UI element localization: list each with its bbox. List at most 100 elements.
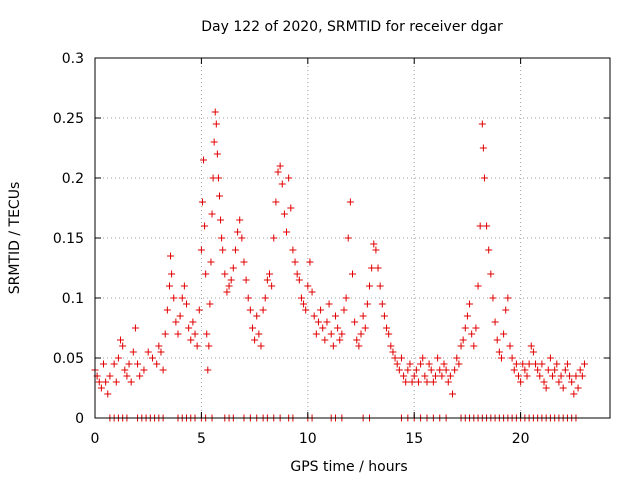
data-point bbox=[95, 378, 103, 386]
data-point bbox=[297, 294, 305, 302]
x-tick-label: 15 bbox=[405, 431, 423, 447]
data-point bbox=[574, 384, 582, 392]
data-point bbox=[268, 282, 276, 290]
data-point bbox=[476, 222, 484, 230]
data-point bbox=[580, 360, 588, 368]
data-point bbox=[442, 366, 450, 374]
data-point bbox=[489, 294, 497, 302]
data-point bbox=[555, 378, 563, 386]
data-point bbox=[168, 270, 176, 278]
data-point bbox=[327, 330, 335, 338]
data-point bbox=[340, 306, 348, 314]
ticks-layer: 0 0.05 0.1 0.15 0.2 0.25 0.3 0 5 10 15 20 bbox=[53, 51, 610, 447]
data-point bbox=[331, 312, 339, 320]
data-point bbox=[200, 156, 208, 164]
data-point bbox=[202, 270, 210, 278]
data-point bbox=[563, 360, 571, 368]
data-point bbox=[453, 354, 461, 362]
data-point bbox=[434, 354, 442, 362]
data-point bbox=[248, 324, 256, 332]
data-point bbox=[578, 372, 586, 380]
data-point bbox=[408, 378, 416, 386]
data-point bbox=[385, 330, 393, 338]
data-point bbox=[436, 366, 444, 374]
points-layer bbox=[91, 108, 588, 422]
data-point bbox=[540, 378, 548, 386]
data-point bbox=[167, 252, 175, 260]
data-point bbox=[521, 366, 529, 374]
data-point bbox=[512, 360, 520, 368]
data-point bbox=[349, 270, 356, 278]
data-point bbox=[144, 348, 152, 356]
data-point bbox=[344, 234, 352, 242]
data-point bbox=[180, 282, 188, 290]
data-point bbox=[251, 336, 259, 344]
data-point bbox=[576, 366, 584, 374]
data-point bbox=[461, 324, 469, 332]
data-point bbox=[427, 366, 435, 374]
data-point bbox=[446, 372, 454, 380]
data-point bbox=[195, 306, 203, 314]
data-point bbox=[155, 342, 163, 350]
data-point bbox=[291, 258, 299, 266]
data-point bbox=[285, 174, 293, 182]
chart-title: Day 122 of 2020, SRMTID for receiver dga… bbox=[201, 19, 503, 35]
data-point bbox=[423, 378, 431, 386]
data-point bbox=[306, 258, 314, 266]
data-point bbox=[485, 246, 493, 254]
data-point bbox=[193, 342, 201, 350]
data-point bbox=[300, 300, 308, 308]
data-point bbox=[510, 366, 518, 374]
data-point bbox=[240, 258, 248, 266]
data-point bbox=[244, 294, 252, 302]
data-point bbox=[238, 234, 246, 242]
data-point bbox=[438, 372, 446, 380]
data-point bbox=[374, 264, 382, 272]
data-point bbox=[218, 234, 226, 242]
y-tick-label: 0.15 bbox=[53, 231, 84, 247]
data-point bbox=[148, 354, 156, 362]
grid-layer bbox=[95, 58, 610, 418]
data-point bbox=[214, 174, 222, 182]
data-point bbox=[187, 336, 195, 344]
data-point bbox=[223, 288, 231, 296]
data-point bbox=[572, 372, 580, 380]
data-point bbox=[553, 360, 561, 368]
data-point bbox=[131, 324, 139, 332]
y-tick-label: 0.3 bbox=[62, 51, 84, 67]
data-point bbox=[312, 330, 320, 338]
data-point bbox=[289, 246, 297, 254]
data-point bbox=[351, 318, 359, 326]
data-point bbox=[325, 300, 333, 308]
data-point bbox=[412, 366, 420, 374]
data-point bbox=[317, 306, 325, 314]
data-point bbox=[185, 324, 193, 332]
data-point bbox=[363, 300, 371, 308]
data-point bbox=[321, 336, 329, 344]
x-tick-label: 5 bbox=[197, 431, 206, 447]
data-point bbox=[191, 330, 199, 338]
data-point bbox=[383, 324, 391, 332]
data-point bbox=[198, 198, 206, 206]
data-point bbox=[270, 234, 278, 242]
data-point bbox=[544, 366, 552, 374]
x-tick-label: 0 bbox=[91, 431, 100, 447]
data-point bbox=[353, 336, 361, 344]
data-point bbox=[283, 228, 291, 236]
data-point bbox=[319, 324, 327, 332]
data-point bbox=[542, 384, 550, 392]
data-point bbox=[121, 366, 129, 374]
data-point bbox=[127, 378, 135, 386]
data-point bbox=[205, 342, 213, 350]
data-point bbox=[389, 348, 397, 356]
data-point bbox=[217, 216, 225, 224]
data-point bbox=[419, 354, 427, 362]
x-tick-label: 20 bbox=[512, 431, 530, 447]
data-point bbox=[568, 378, 576, 386]
data-point bbox=[361, 324, 369, 332]
data-point bbox=[207, 258, 215, 266]
data-point bbox=[480, 174, 488, 182]
data-point bbox=[517, 378, 525, 386]
data-point bbox=[236, 216, 244, 224]
